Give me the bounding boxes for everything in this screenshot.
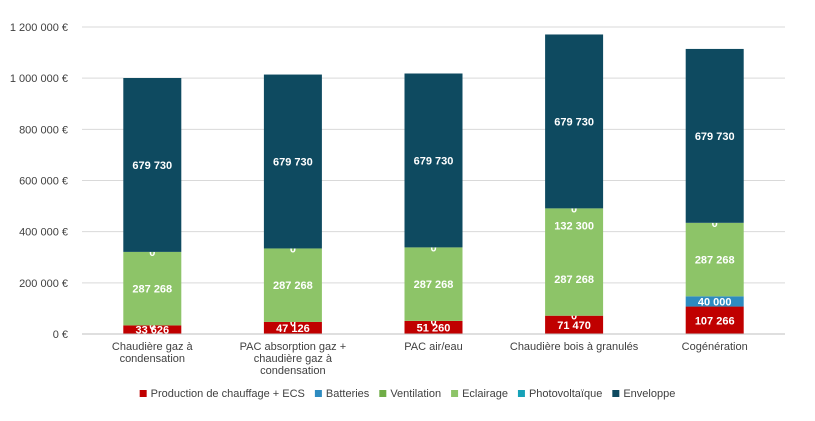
bar-segment [263, 74, 322, 249]
bar-segment [123, 78, 182, 252]
bar-segment [404, 247, 463, 321]
data-label: 51 260 [417, 322, 451, 334]
bar-segment [123, 251, 182, 326]
data-label: 0 [290, 243, 296, 255]
data-label: 0 [571, 311, 577, 323]
data-label: 287 268 [414, 279, 454, 291]
legend-swatch [451, 390, 459, 397]
legend-swatch [314, 390, 322, 397]
data-label: 40 000 [698, 296, 732, 308]
bar-segment [404, 73, 463, 248]
y-tick-label: 400 000 € [19, 227, 68, 239]
bar-segment [685, 222, 744, 297]
x-tick-label-line: condensation [120, 353, 185, 365]
bar-segment [263, 321, 322, 334]
legend-swatch [612, 390, 620, 397]
bar-segment [685, 296, 744, 307]
data-label: 287 268 [273, 280, 313, 292]
y-tick-label: 1 000 000 € [10, 73, 68, 85]
bar-segment [123, 325, 182, 334]
bar-segment [545, 208, 604, 316]
bar-segment [263, 248, 322, 322]
data-label: 0 [149, 320, 155, 332]
bar-segment [685, 48, 744, 223]
bar-segment [404, 320, 463, 334]
data-label: 71 470 [557, 320, 591, 332]
x-tick-label: PAC air/eau [404, 341, 463, 353]
data-label: 679 730 [414, 155, 454, 167]
bar-segment [545, 34, 604, 209]
data-label: 287 268 [695, 255, 735, 267]
x-tick-label-line: chaudière gaz à [254, 353, 333, 365]
legend-label: Production de chauffage + ECS [151, 388, 305, 400]
y-tick-label: 0 € [53, 329, 68, 341]
x-tick-label: PAC absorption gaz + chaudière gaz à conde… [240, 341, 347, 377]
data-label: 107 266 [695, 315, 735, 327]
legend-label: Photovoltaïque [529, 388, 602, 400]
data-label: 0 [149, 247, 155, 259]
data-label: 0 [571, 203, 577, 215]
x-tick-label-line: Cogénération [682, 341, 748, 353]
legend-label: Batteries [326, 388, 370, 400]
y-tick-label: 200 000 € [19, 278, 68, 290]
data-label: 679 730 [132, 160, 172, 172]
x-tick-label-line: PAC absorption gaz + [240, 341, 347, 353]
legend-label: Enveloppe [623, 388, 675, 400]
legend-label: Eclairage [462, 388, 508, 400]
legend-swatch [139, 390, 147, 397]
data-label: 679 730 [554, 116, 594, 128]
data-label: 0 [712, 218, 718, 230]
data-label: 0 [430, 242, 436, 254]
bar-segment [545, 315, 604, 334]
data-label: 287 268 [554, 274, 594, 286]
y-tick-label: 1 200 000 € [10, 22, 68, 34]
x-tick-label-line: Chaudière bois à granulés [510, 341, 639, 353]
x-tick-label: Cogénération [682, 341, 748, 353]
data-label: 0 [430, 316, 436, 328]
x-tick-label-line: condensation [260, 365, 325, 377]
data-label: 679 730 [273, 157, 313, 169]
data-label: 132 300 [554, 220, 594, 232]
x-tick-label: Chaudière gaz à condensation [112, 341, 194, 365]
x-tick-label-line: PAC air/eau [404, 341, 463, 353]
data-label: 0 [290, 317, 296, 329]
y-tick-label: 600 000 € [19, 176, 68, 188]
x-tick-label: Chaudière bois à granulés [510, 341, 639, 353]
legend-swatch [517, 390, 525, 397]
data-label: 287 268 [132, 284, 172, 296]
data-label: 679 730 [695, 131, 735, 143]
x-tick-label-line: Chaudière gaz à [112, 341, 194, 353]
bar-segment [685, 306, 744, 334]
legend-swatch [379, 390, 387, 397]
y-tick-label: 800 000 € [19, 124, 68, 136]
data-label: 47 126 [276, 323, 310, 335]
legend-label: Ventilation [390, 388, 441, 400]
